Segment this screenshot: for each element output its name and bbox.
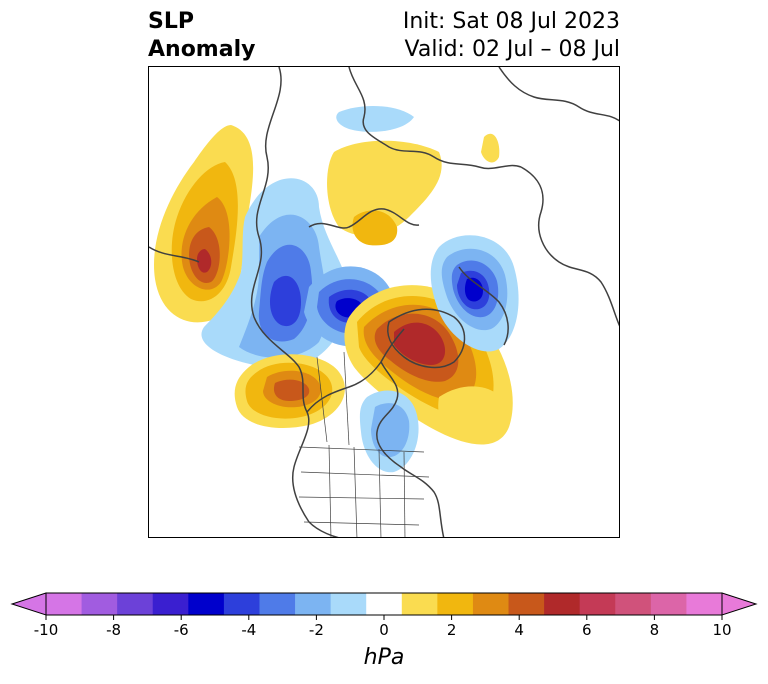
- colorbar-swatch: [437, 593, 474, 615]
- colorbar-swatch: [686, 593, 723, 615]
- title-quantity: Anomaly: [148, 37, 256, 62]
- colorbar: -10 -8 -6 -4 -2 0 2 4 6 8 10: [10, 590, 758, 648]
- colorbar-swatch: [223, 593, 260, 615]
- colorbar-swatch: [152, 593, 189, 615]
- colorbar-swatch: [508, 593, 545, 615]
- colorbar-tick-label: 8: [650, 621, 660, 639]
- east-pacific-high-anomaly: [234, 354, 345, 428]
- colorbar-extend-high: [721, 592, 758, 616]
- colorbar-extend-low: [10, 592, 47, 616]
- arctic-low-patch: [336, 105, 414, 132]
- colorbar-graphic: -10 -8 -6 -4 -2 0 2 4 6 8 10: [10, 592, 758, 639]
- colorbar-swatch: [188, 593, 225, 615]
- colorbar-tick-label: -10: [34, 621, 59, 639]
- colorbar-swatch: [615, 593, 652, 615]
- title-variable: SLP: [148, 9, 194, 34]
- colorbar-tick-label: 4: [514, 621, 524, 639]
- map-title: SLP Anomaly: [148, 8, 255, 64]
- colorbar-swatch: [259, 593, 296, 615]
- eurasia-low-anomaly: [430, 235, 519, 352]
- colorbar-swatch: [579, 593, 616, 615]
- colorbar-units: hPa: [363, 645, 405, 670]
- colorbar-swatch: [650, 593, 687, 615]
- colorbar-tick-label: 10: [712, 621, 731, 639]
- colorbar-tick-label: -8: [106, 621, 121, 639]
- colorbar-tick-label: 6: [582, 621, 592, 639]
- colorbar-swatch: [401, 593, 438, 615]
- colorbar-tick-label: -4: [241, 621, 256, 639]
- slp-anomaly-map: [149, 67, 619, 537]
- pacific-high-anomaly: [153, 125, 254, 323]
- colorbar-tick-label: 0: [379, 621, 389, 639]
- colorbar-tick-label: 2: [447, 621, 457, 639]
- map-date-info: Init: Sat 08 Jul 2023 Valid: 02 Jul – 08…: [403, 8, 620, 64]
- colorbar-tick-label: -2: [309, 621, 324, 639]
- us-state-borders: [298, 351, 430, 537]
- map-panel: [148, 66, 620, 538]
- colorbar-swatch: [81, 593, 118, 615]
- coastlines: [149, 67, 619, 537]
- colorbar-swatch: [117, 593, 154, 615]
- valid-range: Valid: 02 Jul – 08 Jul: [404, 37, 620, 62]
- colorbar-swatch: [366, 593, 403, 615]
- arctic-ocean-high: [327, 133, 500, 246]
- colorbar-swatch: [46, 593, 83, 615]
- colorbar-swatch: [544, 593, 581, 615]
- colorbar-tick-label: -6: [174, 621, 189, 639]
- colorbar-swatch: [330, 593, 367, 615]
- init-date: Init: Sat 08 Jul 2023: [402, 9, 620, 34]
- atlantic-high-anomaly: [438, 386, 510, 440]
- colorbar-swatch: [472, 593, 510, 615]
- great-lakes-low-anomaly: [359, 390, 419, 473]
- colorbar-swatch: [295, 593, 332, 615]
